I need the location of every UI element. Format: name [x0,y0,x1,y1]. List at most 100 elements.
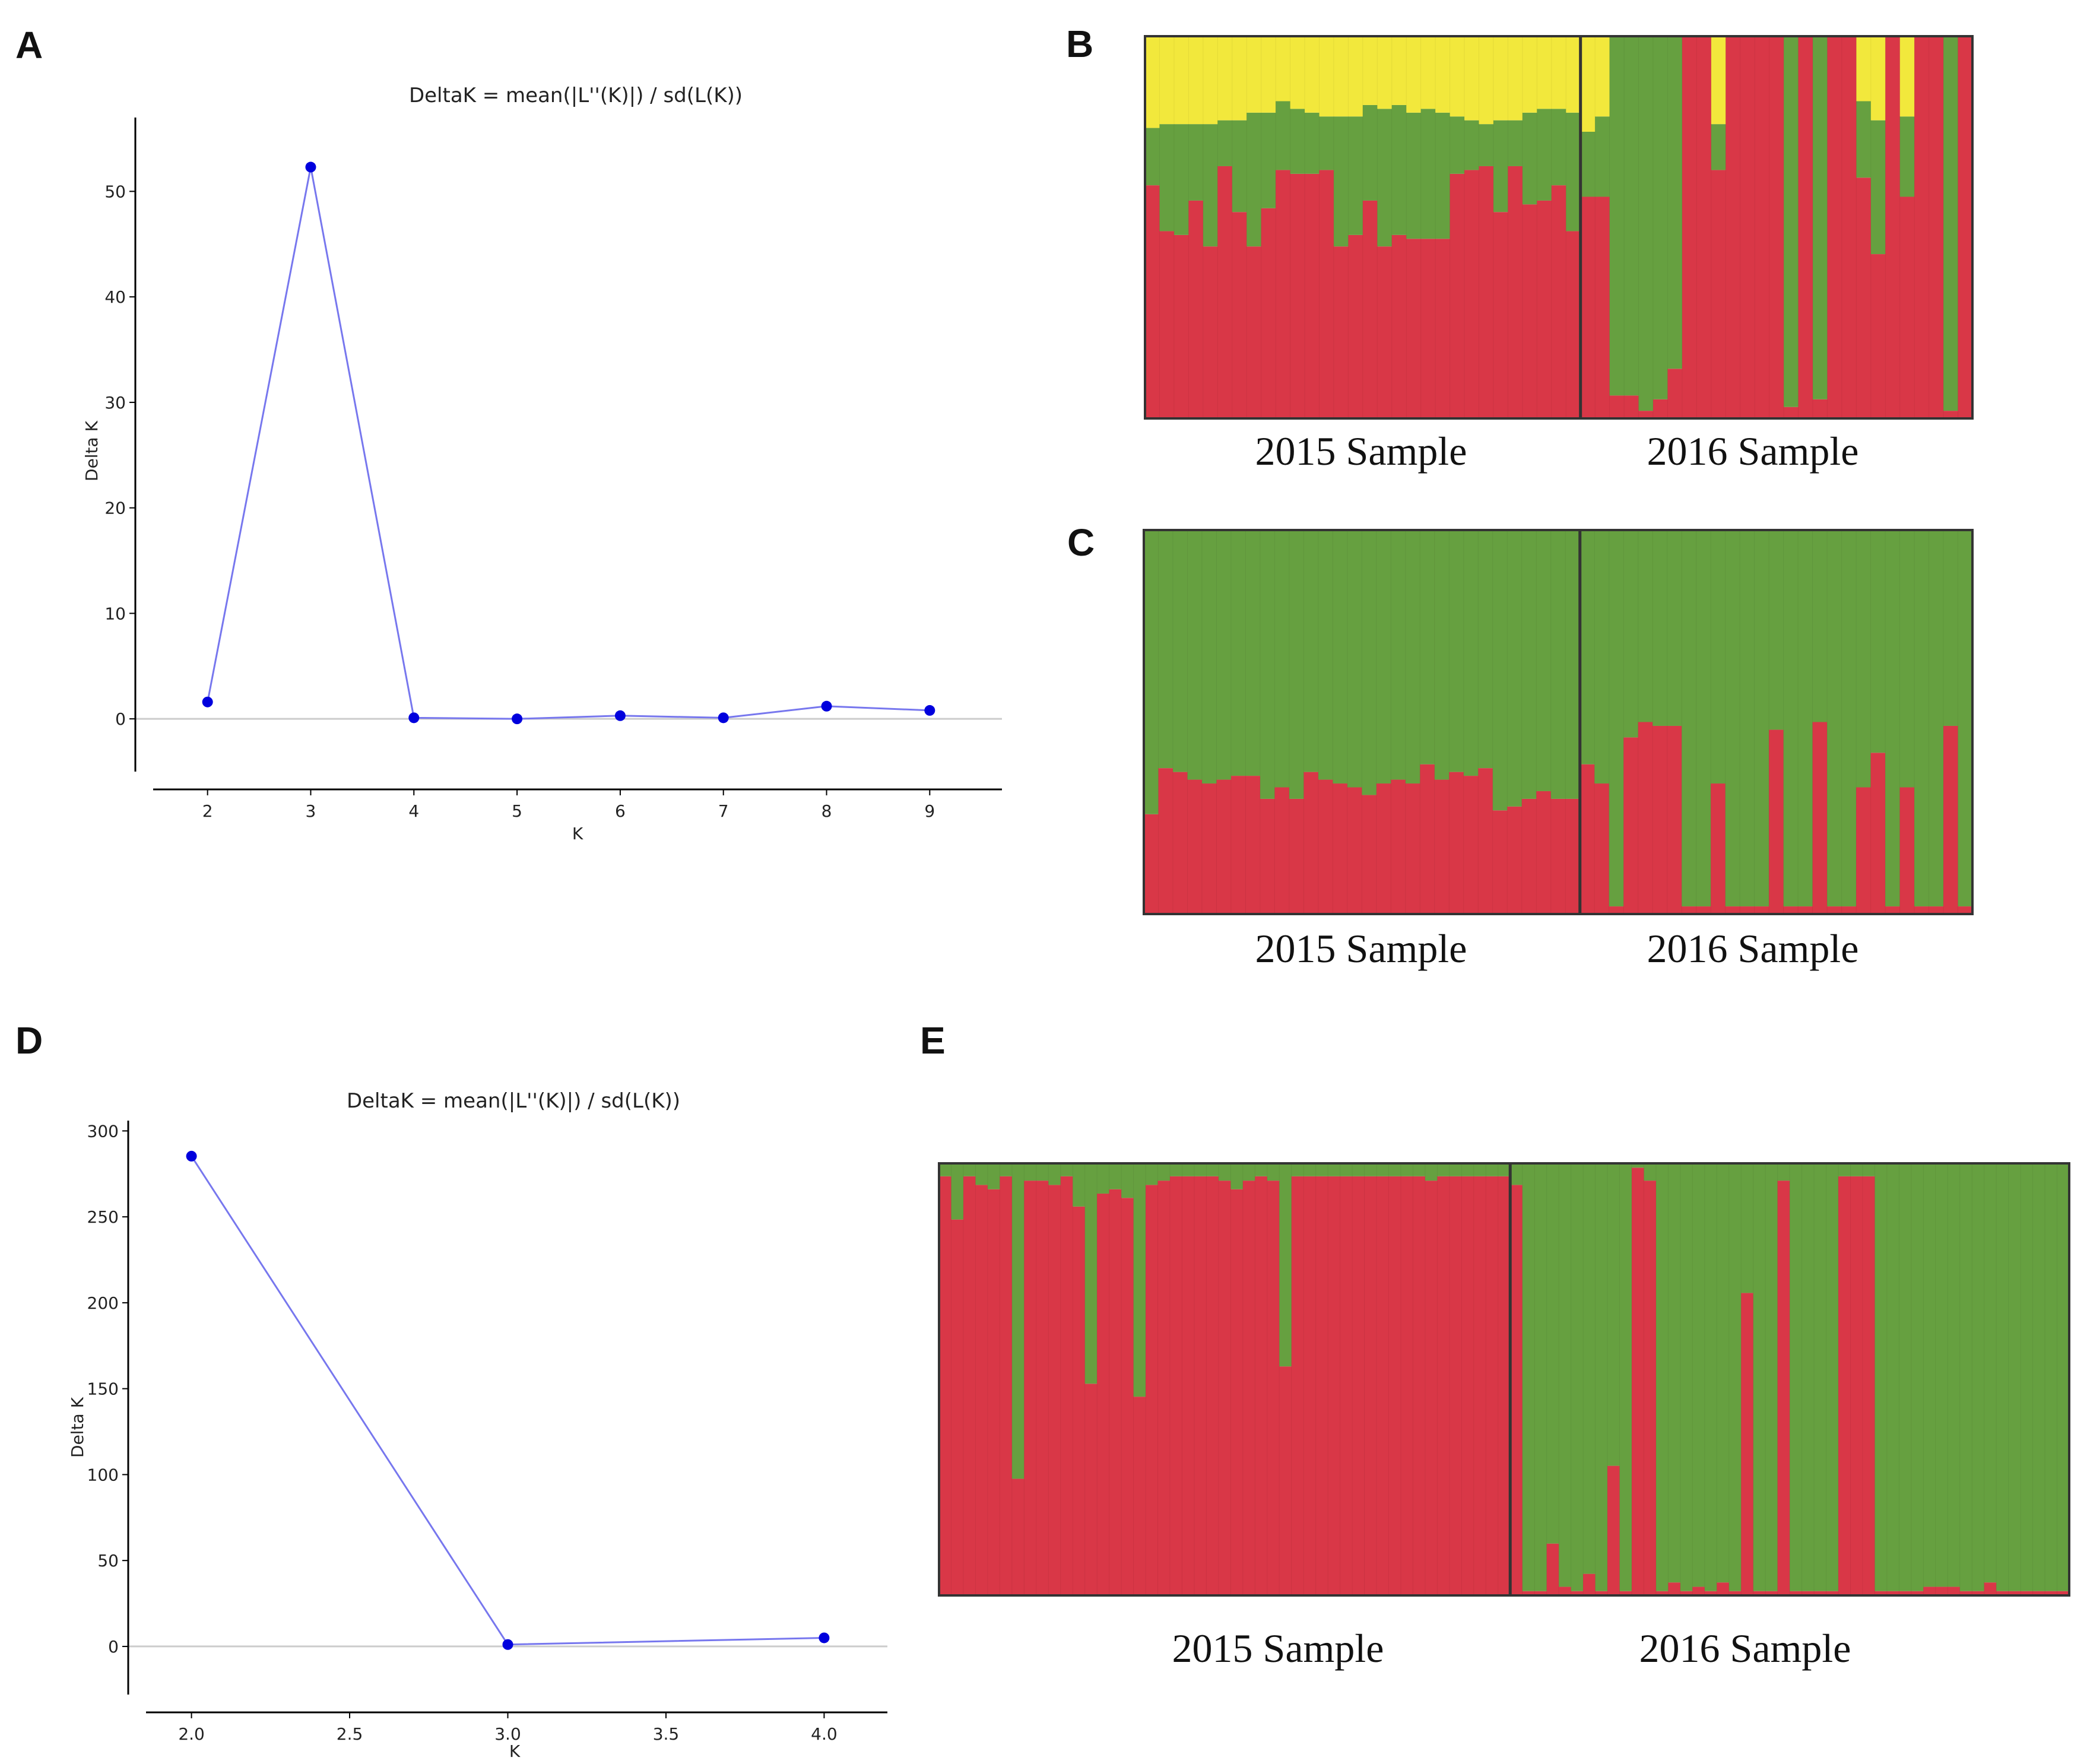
panel-e-bar-red [1680,1591,1693,1595]
panel-e-bar-green [1376,1163,1390,1176]
panel-e-bar-green [1498,1163,1511,1176]
panel-b-bar-yellow [1305,36,1320,113]
panel-c-bar-green [1521,530,1537,799]
panel-b-bar-yellow [1203,36,1218,125]
panel-b-bar-yellow [1537,36,1552,109]
panel-d-y-tick-label: 0 [108,1637,119,1657]
panel-e-bar-red [1084,1384,1098,1595]
panel-a-x-tick-label: 5 [512,801,522,821]
panel-b-bar-green [1943,36,1959,411]
panel-e-bar-red [1352,1176,1365,1595]
panel-e-bar-red [1376,1176,1390,1595]
panel-e-bar-red [1255,1176,1268,1595]
panel-b-bar-red [1856,177,1872,418]
panel-e-bar-green [1060,1163,1073,1176]
panel-e-bar-red [1668,1582,1681,1595]
panel-e-bar-green [1522,1163,1535,1591]
panel-a-y-tick-label: 10 [104,604,126,623]
panel-a-x-tick-label: 6 [615,801,626,821]
panel-b-bar-red [1479,166,1494,418]
panel-b-bar-red [1638,411,1654,418]
panel-c-bar-red [1696,906,1711,914]
panel-letter-e: E [920,1019,946,1062]
panel-a-y-axis-label: Delta K [82,420,102,481]
panel-e-bar-red [1959,1591,1972,1595]
panel-b-bar-green [1420,109,1436,239]
panel-e-bar-red [2008,1591,2021,1595]
panel-c-bar-red [1362,795,1377,914]
panel-c-bar-red [1594,783,1610,914]
panel-c-bar-red [1376,783,1391,914]
panel-e-bar-red [1146,1185,1159,1595]
panel-b-bar-red [1812,399,1828,418]
panel-b-bar-green [1391,104,1407,235]
panel-e-bar-green [939,1163,952,1176]
panel-e-bar-green [1644,1163,1657,1181]
panel-e-bar-red [1984,1582,1997,1595]
panel-e-bar-red [1000,1176,1013,1595]
panel-c-bar-red [1812,722,1828,914]
panel-d-x-tick-label: 2.0 [178,1724,205,1744]
panel-e-bar-green [1862,1163,1876,1176]
panel-c-bar-green [1914,530,1930,907]
panel-a-x-tick-label: 9 [924,801,935,821]
panel-c-bar-red [1492,810,1508,914]
panel-c-group-label-2015: 2015 Sample [1255,926,1467,971]
panel-c-bar-green [1594,530,1610,784]
panel-b-bar-yellow [1159,36,1175,125]
panel-c-group-label-2016: 2016 Sample [1647,926,1859,971]
panel-c-bar-green [1638,530,1653,722]
panel-e-bar-green [1413,1163,1426,1176]
panel-e-bar-red [1571,1591,1584,1595]
panel-b-bar-green [1899,116,1915,197]
panel-e-bar-green [1899,1163,1912,1591]
panel-c-bar-red [1303,772,1319,914]
panel-b-bar-green [1261,112,1276,208]
panel-e-bar-green [1206,1163,1219,1176]
panel-e-bar-green [1838,1163,1851,1176]
panel-c-bar-red [1958,906,1973,914]
panel-e-bar-green [1923,1163,1936,1587]
panel-e-bar-green [1631,1163,1645,1168]
panel-b-bar-green [1784,36,1799,407]
panel-e-bar-green [1242,1163,1255,1181]
panel-e-bar-green [1036,1163,1049,1181]
panel-e-bar-green [987,1163,1000,1189]
panel-c-bar-red [1507,806,1523,914]
panel-e-bar-red [1486,1176,1499,1595]
panel-c-bar-green [1449,530,1464,772]
panel-c-bar-red [1827,906,1842,914]
panel-c-bar-green [1245,530,1261,776]
panel-e-bar-green [1267,1163,1280,1181]
panel-c-bar-green [1289,530,1305,799]
panel-c-bar-red [1929,906,1944,914]
panel-e-bar-red [1595,1591,1608,1595]
panel-e-bar-green [1182,1163,1195,1176]
panel-c-bar-green [1434,530,1450,780]
panel-a-x-tick-label: 8 [822,801,832,821]
panel-e-bar-green [1473,1163,1486,1176]
panel-e-bar-red [1242,1181,1255,1595]
panel-b-bar-yellow [1856,36,1872,101]
panel-e-bar-green [2057,1163,2070,1591]
panel-e-bar-red [1814,1591,1827,1595]
panel-c-bar-green [1536,530,1552,791]
panel-c-bar-green [1725,530,1740,907]
panel-e-bar-red [1036,1181,1049,1595]
panel-c-bar-green [1653,530,1668,726]
panel-letter-a: A [15,24,43,66]
panel-b-bar-green [1638,36,1654,411]
panel-c-bar-red [1725,906,1740,914]
panel-c-bar-green [1856,530,1872,788]
panel-e-bar-green [1157,1163,1171,1181]
panel-b-bar-red [1406,239,1422,418]
panel-b-bar-red [1377,246,1393,418]
panel-e-bar-red [1194,1176,1207,1595]
panel-e-bar-green [1073,1163,1086,1207]
panel-d-x-tick-label: 3.5 [653,1724,680,1744]
panel-b-bar-yellow [1232,36,1247,120]
panel-e-bar-red [1291,1176,1304,1595]
panel-c-bar-green [1347,530,1362,788]
panel-b-bar-red [1362,200,1378,418]
panel-e-bar-red [1728,1591,1742,1595]
